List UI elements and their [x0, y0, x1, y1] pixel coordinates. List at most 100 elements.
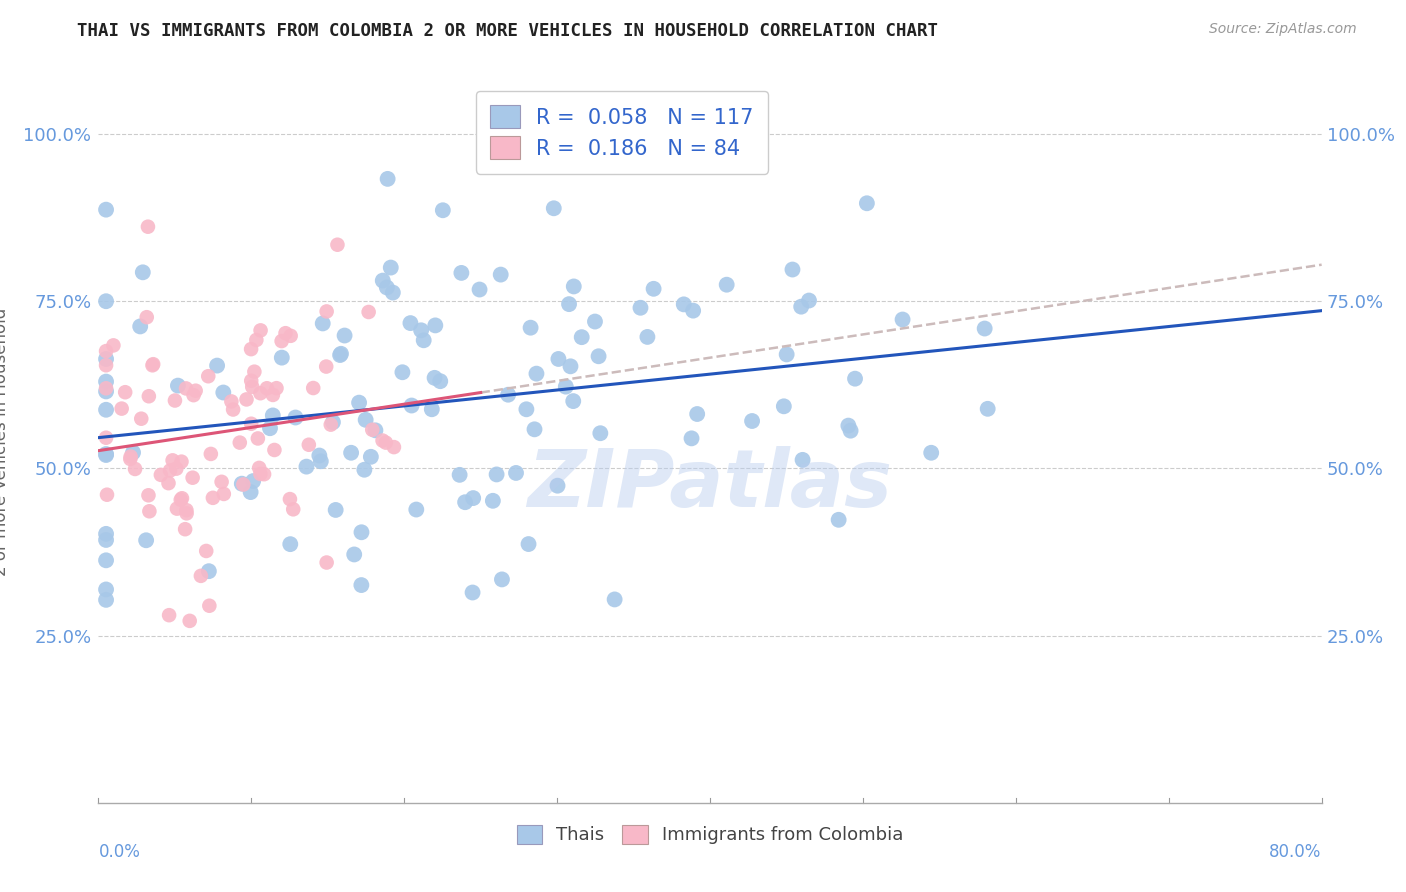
Point	[485, 467, 508, 482]
Point	[142, 357, 165, 371]
Point	[401, 399, 423, 413]
Point	[198, 599, 221, 613]
Point	[357, 305, 380, 319]
Point	[560, 359, 582, 374]
Point	[240, 374, 263, 388]
Point	[463, 491, 485, 505]
Point	[284, 410, 307, 425]
Point	[135, 533, 157, 548]
Point	[229, 435, 252, 450]
Point	[450, 266, 472, 280]
Point	[315, 556, 337, 570]
Point	[672, 297, 695, 311]
Point	[571, 330, 593, 344]
Point	[138, 389, 160, 403]
Point	[844, 372, 866, 386]
Point	[122, 445, 145, 459]
Point	[412, 333, 434, 347]
Point	[353, 463, 375, 477]
Point	[94, 533, 117, 547]
Point	[278, 492, 301, 507]
Point	[716, 277, 738, 292]
Point	[603, 592, 626, 607]
Point	[94, 351, 117, 366]
Point	[391, 365, 413, 379]
Point	[138, 488, 160, 502]
Point	[682, 303, 704, 318]
Point	[686, 407, 709, 421]
Point	[298, 438, 321, 452]
Point	[308, 449, 330, 463]
Point	[176, 506, 198, 520]
Point	[94, 526, 117, 541]
Point	[375, 280, 398, 294]
Point	[262, 409, 284, 423]
Point	[240, 380, 263, 394]
Y-axis label: 2 or more Vehicles in Household: 2 or more Vehicles in Household	[0, 308, 10, 575]
Point	[482, 493, 505, 508]
Point	[543, 201, 565, 215]
Point	[162, 453, 184, 467]
Point	[222, 402, 245, 417]
Point	[333, 328, 356, 343]
Point	[94, 402, 117, 417]
Point	[505, 466, 527, 480]
Point	[198, 564, 221, 578]
Point	[405, 502, 427, 516]
Point	[797, 293, 820, 308]
Point	[381, 285, 404, 300]
Point	[589, 426, 612, 441]
Point	[454, 495, 477, 509]
Point	[554, 379, 576, 393]
Point	[94, 447, 117, 461]
Point	[94, 384, 117, 399]
Point	[94, 553, 117, 567]
Point	[382, 440, 405, 454]
Point	[468, 283, 491, 297]
Point	[129, 411, 152, 425]
Point	[94, 582, 117, 597]
Point	[256, 381, 278, 395]
Point	[174, 522, 197, 536]
Point	[411, 323, 433, 337]
Point	[136, 219, 159, 234]
Point	[274, 326, 297, 341]
Point	[973, 321, 995, 335]
Point	[340, 446, 363, 460]
Point	[329, 348, 352, 362]
Point	[200, 447, 222, 461]
Point	[195, 544, 218, 558]
Point	[124, 462, 146, 476]
Point	[547, 478, 569, 492]
Point	[399, 316, 422, 330]
Point	[526, 367, 548, 381]
Point	[547, 351, 569, 366]
Point	[741, 414, 763, 428]
Point	[309, 454, 332, 468]
Point	[377, 172, 399, 186]
Point	[263, 442, 285, 457]
Point	[371, 434, 394, 448]
Point	[253, 467, 276, 482]
Point	[149, 467, 172, 482]
Point	[558, 297, 581, 311]
Point	[231, 476, 253, 491]
Legend: Thais, Immigrants from Colombia: Thais, Immigrants from Colombia	[506, 814, 914, 855]
Point	[322, 415, 344, 429]
Point	[790, 300, 813, 314]
Point	[681, 431, 703, 445]
Point	[839, 424, 862, 438]
Point	[249, 323, 271, 337]
Point	[856, 196, 879, 211]
Point	[266, 381, 288, 395]
Point	[190, 569, 212, 583]
Point	[174, 381, 197, 395]
Point	[235, 392, 257, 407]
Point	[423, 371, 446, 385]
Point	[326, 237, 349, 252]
Point	[221, 394, 243, 409]
Point	[374, 435, 396, 450]
Point	[249, 467, 271, 481]
Point	[170, 455, 193, 469]
Point	[891, 312, 914, 326]
